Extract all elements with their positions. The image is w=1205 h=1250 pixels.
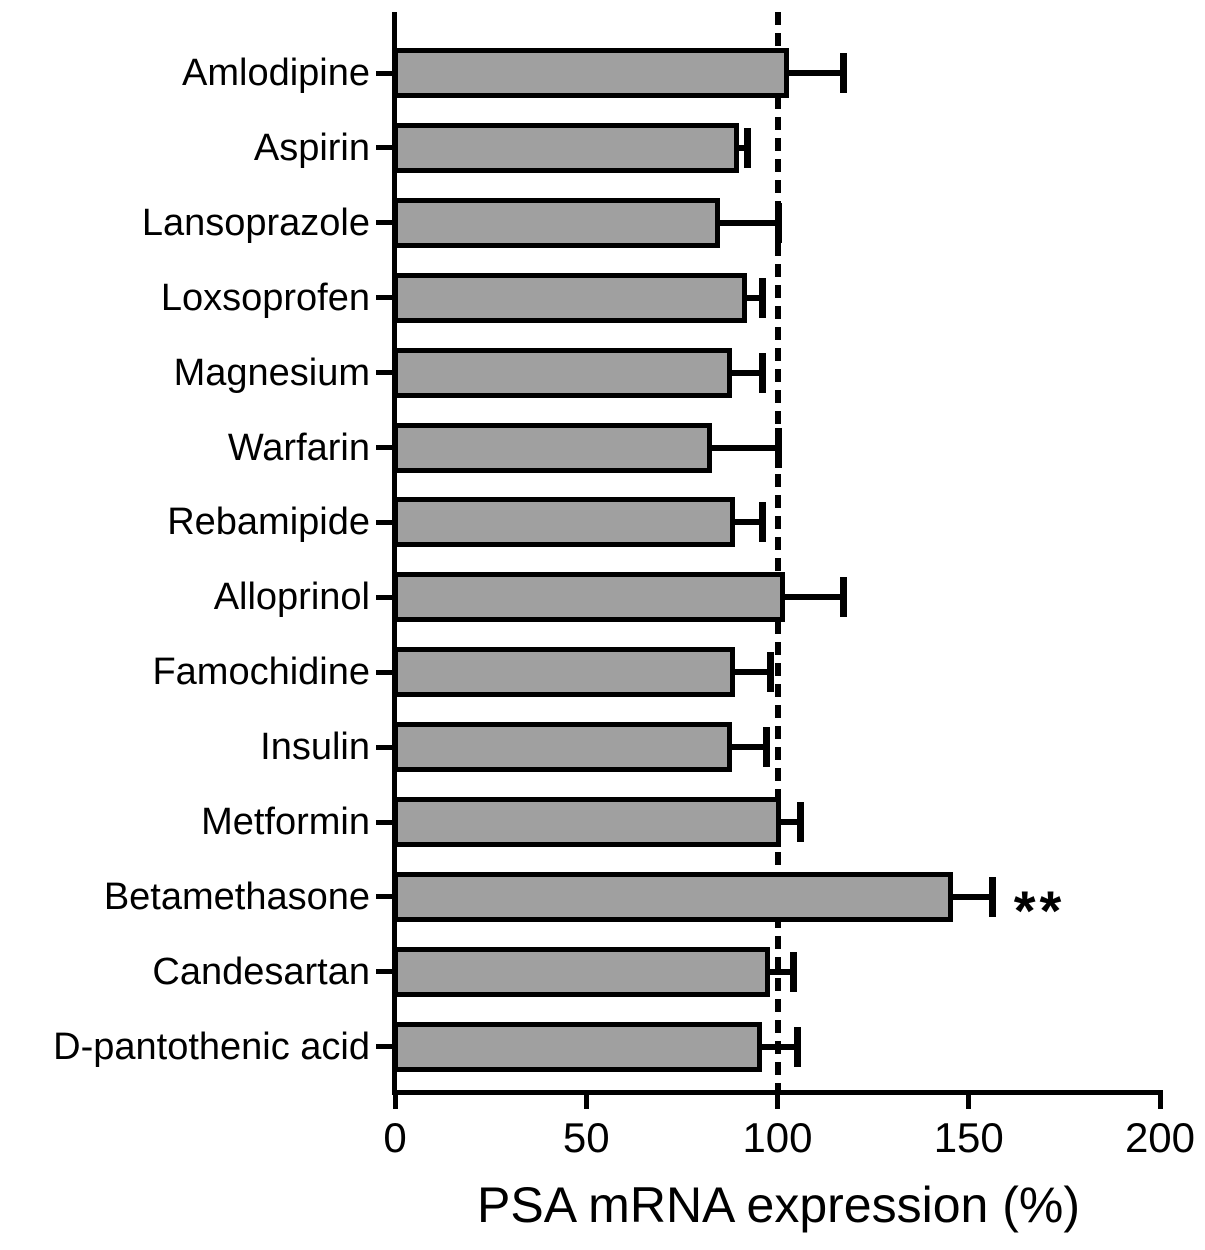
bar <box>393 422 713 473</box>
x-axis-tick-label: 50 <box>562 1114 610 1161</box>
y-axis-tick <box>376 744 395 750</box>
error-bar-whisker <box>728 369 763 376</box>
y-axis-tick <box>376 669 395 675</box>
category-label: Betamethasone <box>103 875 370 918</box>
error-bar-whisker <box>782 594 843 601</box>
x-axis-tick-label: 0 <box>383 1114 407 1161</box>
y-axis-tick <box>376 295 395 301</box>
y-axis-tick <box>376 370 395 376</box>
y-axis-tick <box>376 145 395 151</box>
category-label: D-pantothenic acid <box>53 1025 370 1068</box>
bar <box>393 272 747 323</box>
error-bar-cap <box>774 427 782 468</box>
bar <box>393 797 782 847</box>
error-bar-whisker <box>736 144 747 151</box>
category-label: Lansoprazole <box>141 201 370 244</box>
error-bar-whisker <box>766 968 793 975</box>
significance-marker: ** <box>1013 878 1066 942</box>
reference-line-100-percent <box>774 12 781 1090</box>
bar <box>393 48 789 98</box>
bar <box>393 572 786 623</box>
bar <box>393 722 732 773</box>
category-label: Aspirin <box>253 126 370 169</box>
error-bar-cap <box>766 652 774 693</box>
y-axis-tick <box>376 1044 395 1050</box>
x-axis-tick <box>966 1090 972 1109</box>
error-bar-cap <box>759 502 767 543</box>
error-bar-whisker <box>732 669 770 676</box>
error-bar-whisker <box>732 519 763 526</box>
error-bar-whisker <box>709 444 778 451</box>
category-label: Amlodipine <box>182 52 370 94</box>
error-bar-whisker <box>717 219 778 226</box>
category-label: Insulin <box>260 726 370 769</box>
y-axis-line <box>392 12 397 1095</box>
y-axis-tick <box>376 819 395 825</box>
error-bar-cap <box>763 727 771 768</box>
x-axis-tick <box>1157 1090 1163 1109</box>
y-axis-tick <box>376 969 395 975</box>
bar <box>393 871 954 922</box>
bar <box>393 197 721 248</box>
error-bar-cap <box>759 352 767 393</box>
x-axis-tick <box>583 1090 589 1109</box>
error-bar-cap <box>789 951 797 992</box>
error-bar-whisker <box>785 70 843 76</box>
bar <box>393 946 770 997</box>
category-label: Loxsoprofen <box>160 276 370 319</box>
category-label: Candesartan <box>152 950 370 993</box>
category-label: Famochidine <box>152 651 370 694</box>
bar <box>393 347 732 398</box>
error-bar-whisker <box>778 819 801 825</box>
error-bar-whisker <box>759 1043 797 1050</box>
error-bar-cap <box>774 202 782 243</box>
y-axis-tick <box>376 594 395 600</box>
error-bar-cap <box>797 802 805 842</box>
error-bar-whisker <box>743 294 763 301</box>
y-axis-tick <box>376 220 395 226</box>
error-bar-whisker <box>728 744 767 751</box>
x-axis-tick <box>392 1090 398 1109</box>
bar <box>393 647 736 698</box>
error-bar-whisker <box>950 893 992 900</box>
category-label: Rebamipide <box>167 501 370 544</box>
x-axis-tick-label: 100 <box>742 1114 813 1161</box>
bar <box>393 497 736 548</box>
error-bar-cap <box>743 127 751 168</box>
x-axis-tick <box>775 1090 780 1109</box>
error-bar-cap <box>839 53 847 93</box>
category-label: Warfarin <box>227 426 370 469</box>
bar <box>393 122 740 173</box>
error-bar-cap <box>759 277 767 318</box>
category-label: Magnesium <box>173 351 370 394</box>
x-axis-tick-label: 200 <box>1124 1114 1196 1161</box>
x-axis-tick-label: 150 <box>933 1114 1004 1161</box>
y-axis-tick <box>376 445 395 450</box>
bar <box>393 1021 763 1072</box>
y-axis-tick <box>376 70 395 76</box>
y-axis-tick <box>376 894 395 900</box>
x-axis-title: PSA mRNA expression (%) <box>477 1177 1080 1233</box>
category-label: Alloprinol <box>213 576 370 619</box>
y-axis-tick <box>376 519 395 525</box>
category-label: Metformin <box>201 801 370 843</box>
error-bar-cap <box>988 876 996 917</box>
error-bar-cap <box>793 1026 801 1067</box>
error-bar-cap <box>839 577 847 618</box>
